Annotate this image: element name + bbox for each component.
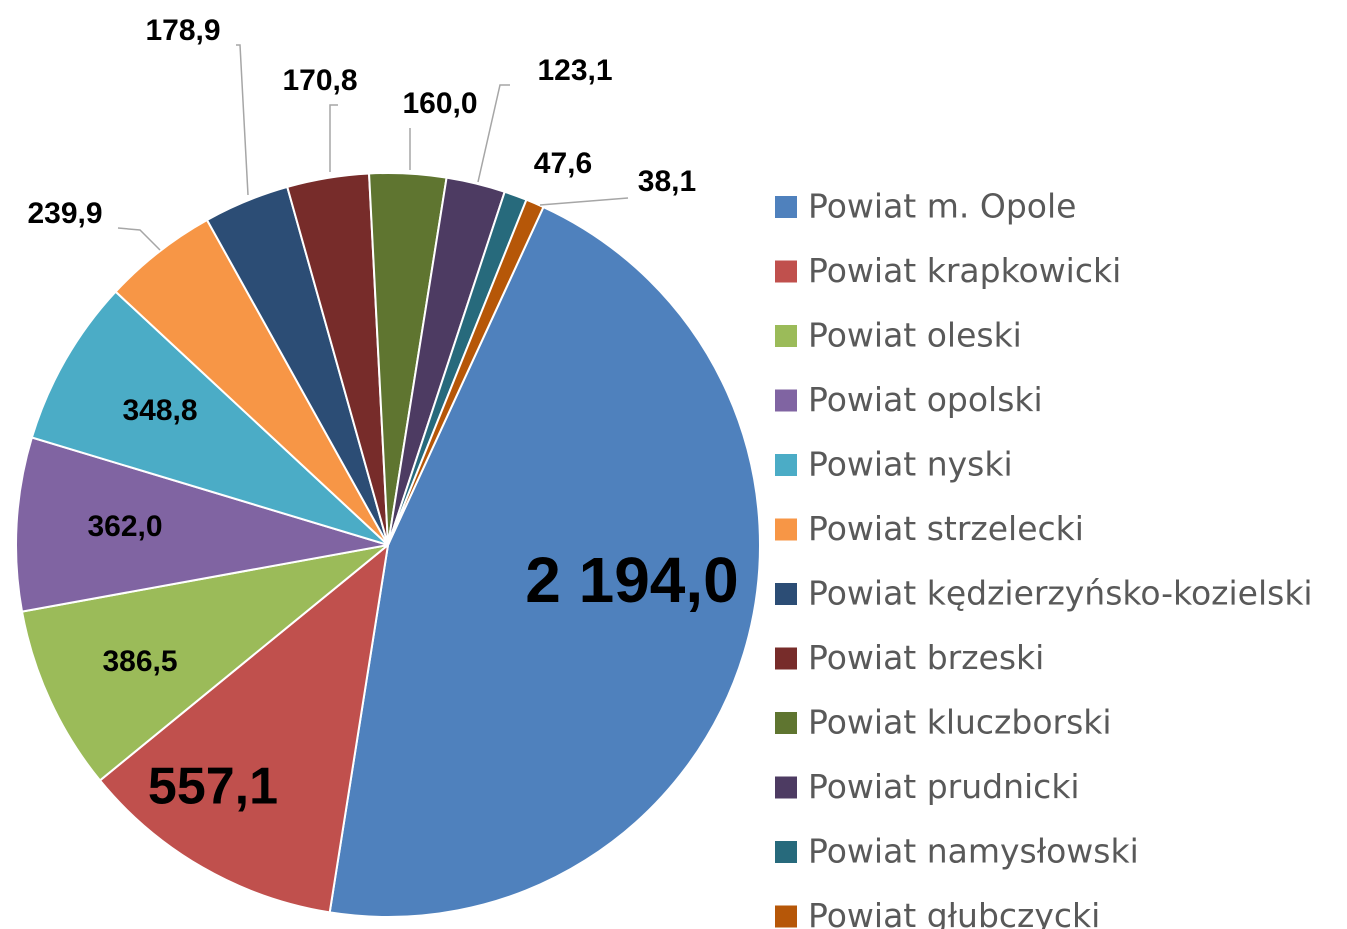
legend-swatch [775, 712, 797, 734]
data-label: 2 194,0 [525, 544, 739, 616]
legend-label: Powiat głubczycki [808, 896, 1100, 929]
legend-swatch [775, 647, 797, 670]
data-label: 557,1 [148, 758, 278, 816]
data-label: 239,9 [27, 197, 102, 230]
legend-label: Powiat m. Opole [808, 187, 1076, 226]
pie-slice [98, 542, 390, 914]
leader-line [477, 84, 510, 183]
legend-label: Powiat oleski [808, 316, 1022, 355]
pie-slice [30, 290, 389, 546]
legend-swatch [775, 841, 797, 863]
leader-line [329, 104, 338, 172]
legend-label: Powiat prudnicki [808, 767, 1080, 806]
legend-label: Powiat opolski [808, 380, 1043, 419]
leader-line [539, 197, 629, 206]
pie-slice [15, 436, 389, 613]
data-label: 38,1 [638, 165, 696, 198]
legend-label: Powiat kędzierzyńsko-kozielski [808, 574, 1313, 613]
pie-slice [328, 205, 761, 918]
legend-swatch [775, 196, 797, 218]
data-label: 386,5 [102, 645, 177, 678]
legend-swatch [775, 325, 797, 347]
legend-label: Powiat namysłowski [808, 832, 1139, 871]
legend-label: Powiat strzelecki [808, 509, 1084, 548]
legend-label: Powiat brzeski [808, 638, 1044, 677]
legend-swatch [775, 454, 797, 476]
data-label: 47,6 [534, 147, 592, 180]
legend-swatch [775, 389, 797, 412]
legend-swatch [775, 260, 797, 283]
pie-slice [387, 198, 545, 546]
data-label: 362,0 [87, 510, 162, 543]
leader-line [236, 44, 249, 196]
data-label: 348,8 [122, 394, 197, 427]
legend-swatch [775, 518, 797, 541]
legend-swatch [775, 776, 797, 799]
data-label: 170,8 [282, 64, 357, 97]
legend-label: Powiat nyski [808, 445, 1013, 484]
legend-swatch [775, 583, 797, 605]
data-label: 160,0 [402, 87, 477, 120]
pie-slice [20, 544, 389, 782]
data-label: 178,9 [145, 14, 220, 47]
legend-label: Powiat krapkowicki [808, 251, 1121, 290]
legend-label: Powiat kluczborski [808, 703, 1112, 742]
leader-line [117, 227, 161, 251]
legend-swatch [775, 905, 797, 928]
data-label: 123,1 [537, 54, 612, 87]
